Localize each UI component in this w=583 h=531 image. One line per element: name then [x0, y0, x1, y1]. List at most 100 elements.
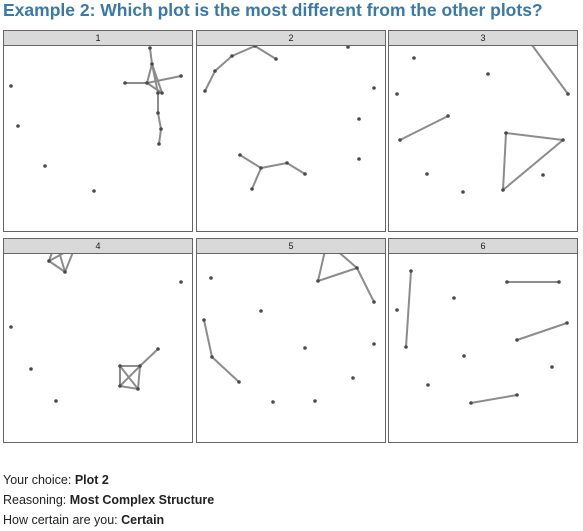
data-point — [9, 84, 13, 88]
data-point — [565, 321, 569, 325]
data-point — [303, 172, 307, 176]
reasoning-label: Reasoning: — [3, 493, 67, 507]
edge-line — [502, 139, 564, 191]
edge-line — [48, 254, 65, 262]
data-point — [238, 153, 242, 157]
scatter-svg — [395, 269, 569, 405]
edge-line — [531, 46, 569, 95]
plot-panel-5[interactable]: 5 — [196, 238, 386, 443]
data-point — [372, 86, 376, 90]
plot-panel-3[interactable]: 3 — [388, 30, 578, 232]
data-point — [9, 325, 13, 329]
scatter-svg — [9, 46, 183, 193]
data-point — [179, 74, 183, 78]
data-point — [259, 309, 263, 313]
data-point — [237, 380, 241, 384]
data-point — [63, 270, 67, 274]
data-point — [29, 367, 33, 371]
edge-line — [64, 254, 74, 273]
panel-label: 4 — [4, 239, 192, 253]
data-point — [203, 89, 207, 93]
data-point — [136, 387, 140, 391]
data-point — [550, 365, 554, 369]
data-point — [346, 46, 350, 49]
panel-label: 3 — [389, 31, 577, 45]
edge-line — [158, 128, 162, 145]
data-point — [425, 172, 429, 176]
data-point — [43, 164, 47, 168]
edge-line — [317, 254, 326, 282]
edge-line — [260, 162, 288, 169]
plot-panel-4[interactable]: 4 — [3, 238, 193, 443]
edge-line — [204, 70, 216, 92]
data-point — [505, 280, 509, 284]
scatter-svg — [9, 254, 183, 403]
data-point — [259, 166, 263, 170]
data-point — [16, 124, 20, 128]
data-point — [313, 399, 317, 403]
data-point — [160, 91, 164, 95]
reasoning-line: Reasoning: Most Complex Structure — [3, 490, 214, 510]
data-point — [209, 276, 213, 280]
certainty-value: Certain — [121, 513, 165, 527]
edge-line — [339, 254, 358, 269]
certainty-label: How certain are you: — [3, 513, 118, 527]
edge-line — [157, 112, 162, 130]
choice-value: Plot 2 — [74, 473, 109, 487]
data-point — [395, 92, 399, 96]
data-point — [274, 57, 278, 61]
data-point — [351, 376, 355, 380]
data-point — [452, 296, 456, 300]
plot-grid: 1 2 3 4 5 6 — [3, 30, 578, 443]
edge-line — [137, 365, 141, 390]
data-point — [412, 56, 416, 60]
plot-panel-6[interactable]: 6 — [388, 238, 578, 443]
data-point — [157, 142, 161, 146]
data-point — [54, 399, 58, 403]
data-point — [47, 259, 51, 263]
scatter-area — [389, 45, 577, 231]
data-point — [395, 308, 399, 312]
data-point — [515, 338, 519, 342]
data-point — [210, 355, 214, 359]
edge-line — [356, 267, 375, 303]
data-point — [145, 81, 149, 85]
scatter-area — [389, 253, 577, 442]
data-point — [118, 364, 122, 368]
edge-line — [139, 348, 159, 367]
edge-line — [505, 132, 564, 141]
data-point — [118, 384, 122, 388]
data-point — [123, 81, 127, 85]
choice-line: Your choice: Plot 2 — [3, 470, 214, 490]
data-point — [501, 188, 505, 192]
data-point — [230, 54, 234, 58]
plot-panel-1[interactable]: 1 — [3, 30, 193, 232]
data-point — [515, 393, 519, 397]
edge-line — [251, 167, 262, 190]
data-point — [156, 347, 160, 351]
edge-line — [254, 46, 277, 60]
scatter-area — [4, 45, 192, 231]
edge-line — [58, 254, 66, 273]
data-point — [179, 280, 183, 284]
data-point — [357, 117, 361, 121]
scatter-svg — [203, 46, 376, 191]
edge-line — [239, 154, 262, 169]
edge-line — [214, 55, 233, 72]
data-point — [303, 346, 307, 350]
data-point — [316, 279, 320, 283]
data-point — [486, 72, 490, 76]
data-point — [426, 383, 430, 387]
edge-line — [151, 63, 159, 94]
data-point — [404, 345, 408, 349]
plot-panel-2[interactable]: 2 — [196, 30, 386, 232]
data-point — [138, 364, 142, 368]
edge-line — [146, 63, 153, 84]
data-point — [355, 266, 359, 270]
scatter-svg — [202, 254, 376, 404]
panel-label: 5 — [197, 239, 385, 253]
data-point — [202, 318, 206, 322]
edge-line — [231, 46, 256, 57]
data-point — [250, 187, 254, 191]
edge-line — [516, 322, 568, 341]
